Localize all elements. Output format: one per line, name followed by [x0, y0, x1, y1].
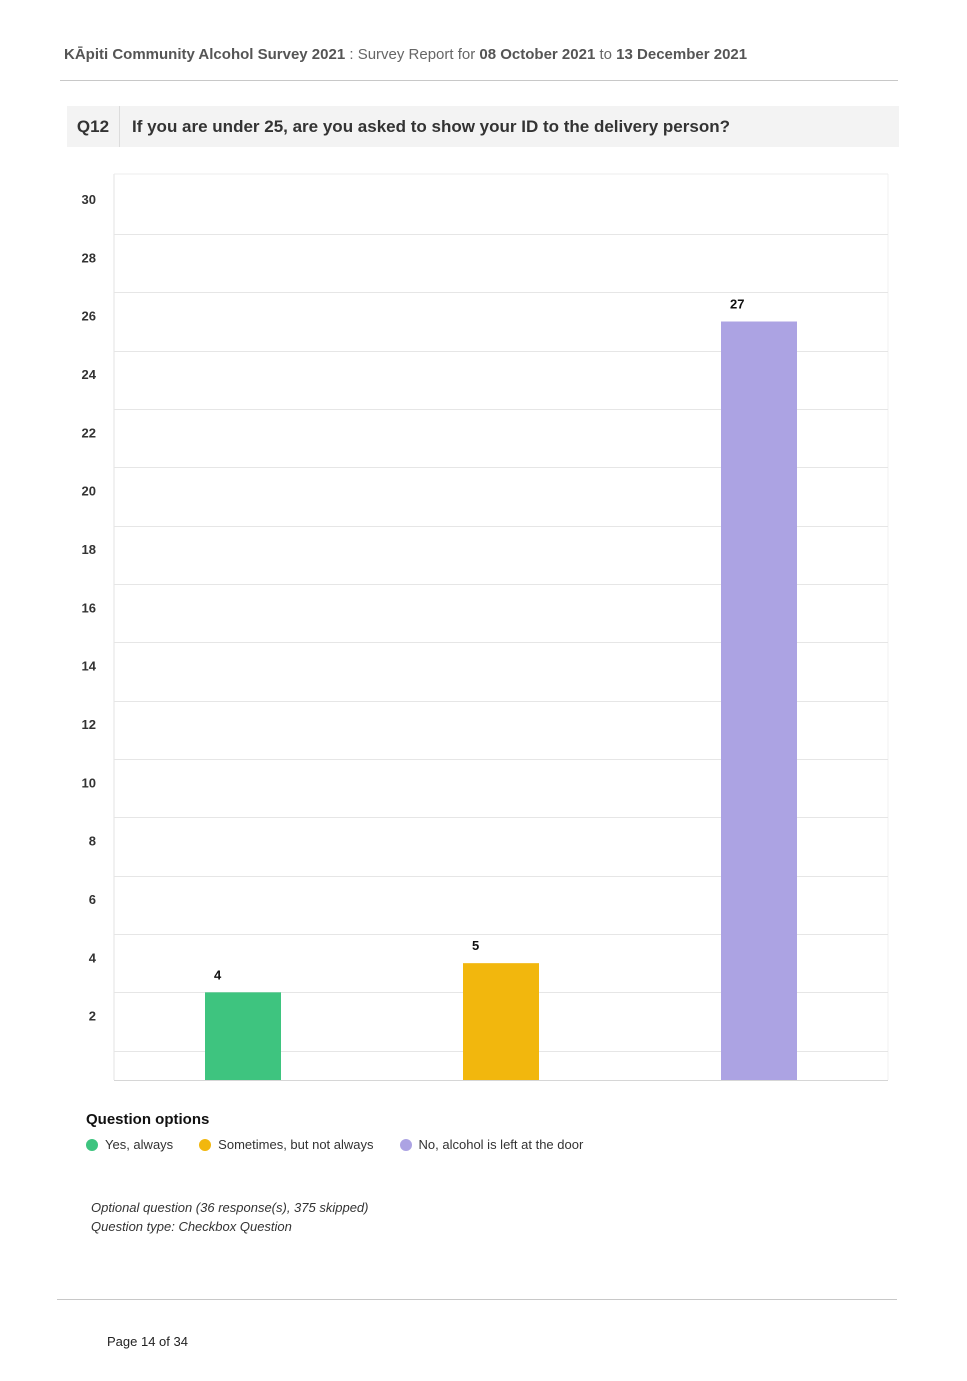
question-number: Q12	[67, 106, 120, 147]
footer-divider	[57, 1299, 897, 1300]
legend-title: Question options	[86, 1111, 210, 1128]
y-tick-label: 26	[82, 309, 96, 324]
question-text: If you are under 25, are you asked to sh…	[132, 116, 730, 136]
y-tick-label: 10	[82, 775, 96, 790]
y-tick-label: 18	[82, 542, 96, 557]
legend-label: No, alcohol is left at the door	[418, 1137, 584, 1152]
y-tick-label: 12	[82, 717, 96, 732]
legend-dot-icon	[399, 1138, 412, 1151]
legend-item-left-at-door: No, alcohol is left at the door	[399, 1137, 584, 1152]
y-tick-label: 24	[82, 367, 97, 382]
legend-item-sometimes: Sometimes, but not always	[199, 1137, 374, 1152]
bar-value-label: 5	[472, 938, 479, 953]
legend-dot-icon	[199, 1138, 212, 1151]
legend-label: Yes, always	[105, 1137, 174, 1152]
survey-title: KĀpiti Community Alcohol Survey 2021	[64, 46, 346, 63]
header-separator: :	[349, 46, 354, 63]
bar	[205, 992, 281, 1080]
page-number: Page 14 of 34	[107, 1334, 188, 1349]
to-word: to	[599, 46, 612, 63]
y-tick-label: 30	[82, 192, 96, 207]
y-tick-label: 6	[89, 892, 96, 907]
y-tick-label: 8	[89, 834, 96, 849]
report-header: KĀpiti Community Alcohol Survey 2021 : S…	[64, 46, 904, 63]
legend-dot-icon	[86, 1138, 98, 1151]
bar-value-label: 27	[730, 297, 744, 312]
bar-value-label: 4	[214, 967, 222, 982]
y-tick-label: 28	[82, 250, 96, 265]
y-tick-label: 2	[89, 1009, 96, 1024]
y-tick-label: 20	[82, 484, 96, 499]
response-count-note: Optional question (36 response(s), 375 s…	[91, 1200, 369, 1215]
y-tick-label: 22	[82, 425, 96, 440]
bar	[721, 321, 797, 1080]
question-bar: Q12 If you are under 25, are you asked t…	[67, 106, 899, 147]
y-tick-label: 14	[82, 659, 97, 674]
y-tick-label: 4	[89, 950, 97, 965]
legend-label: Sometimes, but not always	[218, 1137, 374, 1152]
end-date: 13 December 2021	[616, 46, 748, 63]
bar	[463, 963, 539, 1080]
y-tick-label: 16	[82, 600, 96, 615]
question-type-note: Question type: Checkbox Question	[91, 1219, 292, 1234]
start-date: 08 October 2021	[479, 46, 596, 63]
legend-item-yes-always: Yes, always	[86, 1137, 173, 1152]
header-divider	[60, 80, 898, 81]
legend: Yes, always Sometimes, but not always No…	[86, 1137, 583, 1152]
report-prefix: Survey Report for	[357, 46, 476, 63]
